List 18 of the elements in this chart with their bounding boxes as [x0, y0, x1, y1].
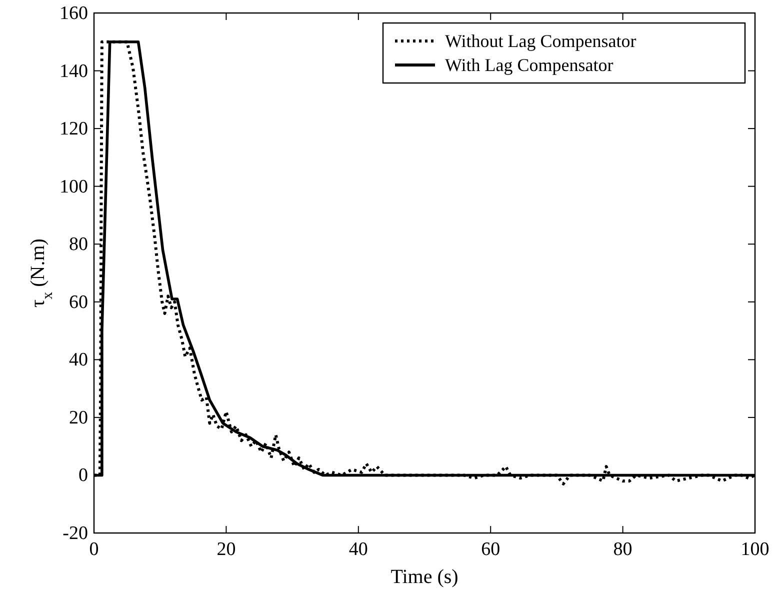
x-tick-label: 40 — [348, 539, 368, 560]
legend-label: Without Lag Compensator — [445, 31, 636, 51]
y-tick-label: 40 — [69, 350, 88, 371]
y-tick-label: 140 — [60, 60, 88, 82]
y-tick-label: -20 — [62, 523, 88, 544]
y-tick-label: 100 — [60, 176, 88, 198]
x-axis-title: Time (s) — [390, 566, 458, 588]
legend-label: With Lag Compensator — [445, 55, 614, 75]
y-tick-label: 160 — [60, 3, 88, 24]
y-tick-label: 60 — [69, 292, 88, 313]
y-tick-label: 0 — [78, 465, 88, 486]
x-tick-label: 100 — [740, 539, 770, 560]
x-tick-label: 80 — [613, 539, 632, 560]
y-tick-label: 120 — [60, 118, 88, 140]
x-tick-label: 60 — [481, 539, 500, 560]
x-tick-label: 20 — [216, 539, 236, 560]
y-tick-label: 80 — [69, 234, 88, 256]
y-tick-label: 20 — [69, 407, 88, 428]
